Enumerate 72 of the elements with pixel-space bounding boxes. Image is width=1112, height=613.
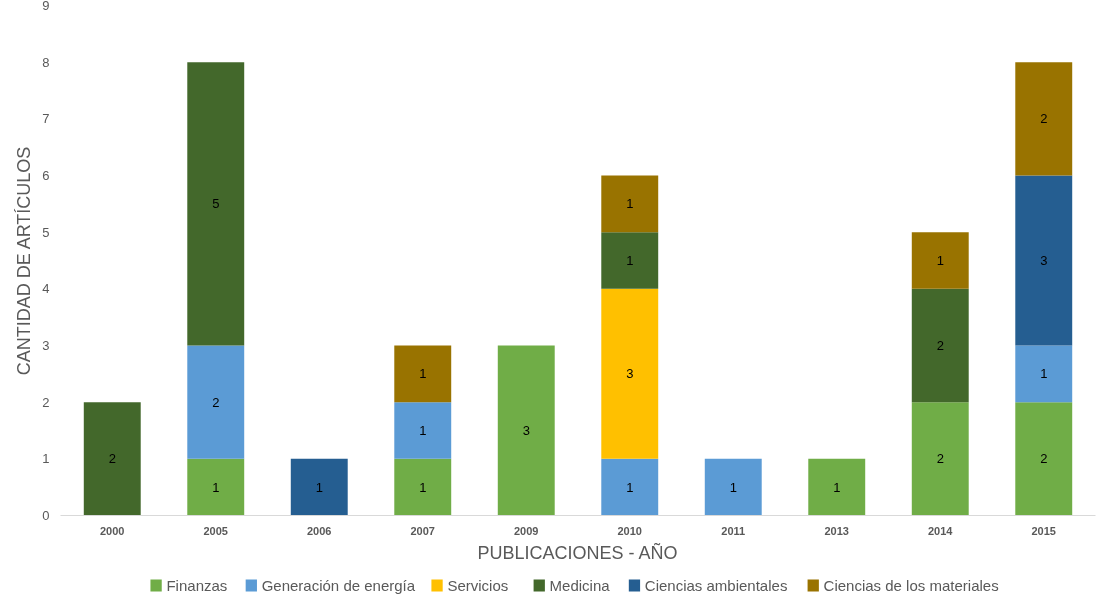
y-tick-label: 1	[42, 451, 50, 467]
bar	[1015, 345, 1073, 403]
bar	[911, 288, 969, 403]
y-tick-label: 5	[42, 224, 50, 240]
bar	[601, 458, 659, 516]
data-label: 2	[1040, 451, 1048, 467]
bar	[808, 458, 866, 516]
y-tick-label: 0	[42, 508, 50, 523]
bar	[394, 458, 452, 516]
data-label: 1	[729, 479, 737, 495]
bar	[1015, 402, 1073, 516]
x-tick-label: 2013	[824, 524, 849, 537]
x-tick-label: 2006	[307, 524, 332, 537]
y-axis-title: CANTIDAD DE ARTÍCULOS	[14, 146, 35, 376]
y-tick-label: 4	[42, 281, 50, 297]
legend-label: Generación de energía	[261, 577, 416, 594]
bar	[394, 345, 452, 403]
data-label: 2	[108, 451, 116, 467]
x-tick-label: 2014	[928, 524, 954, 537]
data-label: 2	[1040, 111, 1048, 127]
legend-label: Medicina	[549, 577, 611, 594]
y-tick-label: 8	[42, 54, 50, 70]
legend-label: Servicios	[447, 577, 509, 594]
bar	[601, 232, 659, 289]
bar	[704, 458, 762, 516]
data-label: 1	[315, 479, 323, 495]
bar	[290, 458, 348, 516]
y-tick-label: 9	[42, 0, 50, 13]
y-tick-label: 3	[42, 338, 50, 353]
data-label: 2	[936, 338, 944, 353]
data-label: 1	[626, 253, 634, 268]
data-label: 3	[626, 366, 634, 382]
bar	[601, 175, 659, 233]
data-label: 1	[626, 196, 634, 212]
data-label: 1	[419, 366, 427, 382]
x-tick-label: 2010	[617, 524, 642, 537]
data-label: 5	[212, 196, 220, 212]
x-axis-title: PUBLICACIONES - AÑO	[477, 541, 678, 563]
bar	[601, 288, 659, 459]
x-tick-label: 2009	[514, 524, 539, 537]
data-label: 1	[936, 253, 944, 268]
legend-label: Ciencias ambientales	[644, 577, 788, 594]
x-tick-label: 2011	[721, 524, 746, 537]
data-label: 1	[419, 423, 427, 438]
x-tick-label: 2007	[410, 524, 435, 537]
bar	[394, 402, 452, 459]
data-label: 1	[626, 479, 634, 495]
y-tick-label: 7	[42, 111, 50, 127]
x-tick-label: 2000	[100, 524, 125, 537]
x-tick-label: 2015	[1031, 524, 1056, 537]
y-tick-label: 6	[42, 168, 50, 183]
data-label: 3	[1040, 253, 1048, 268]
bar	[497, 345, 555, 516]
data-label: 1	[1040, 366, 1048, 382]
x-tick-label: 2005	[203, 524, 228, 537]
data-label: 1	[419, 479, 427, 495]
bar	[187, 345, 245, 459]
legend-label: Finanzas	[166, 577, 228, 594]
bar	[1015, 62, 1073, 176]
data-label: 2	[212, 394, 220, 410]
data-label: 1	[833, 479, 841, 495]
data-label: 3	[522, 423, 530, 438]
bar	[187, 62, 245, 346]
data-label: 1	[212, 479, 220, 495]
bar	[187, 458, 245, 516]
y-tick-label: 2	[42, 394, 50, 410]
data-label: 2	[936, 451, 944, 467]
bar	[83, 402, 141, 516]
legend-label: Ciencias de los materiales	[823, 577, 999, 594]
bar	[1015, 175, 1073, 346]
bar	[911, 232, 969, 289]
bar	[911, 402, 969, 516]
